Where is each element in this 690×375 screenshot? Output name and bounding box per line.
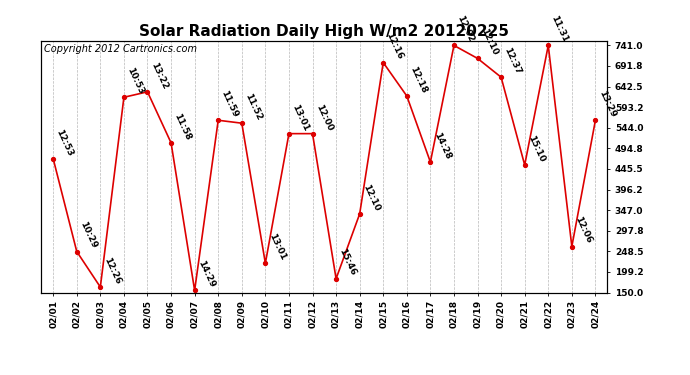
- Text: 14:29: 14:29: [196, 259, 217, 289]
- Text: 12:16: 12:16: [384, 32, 405, 61]
- Text: 15:10: 15:10: [526, 134, 546, 164]
- Text: 11:52: 11:52: [243, 92, 264, 122]
- Text: 12:10: 12:10: [361, 183, 382, 213]
- Text: 12:53: 12:53: [55, 128, 75, 158]
- Text: 12:06: 12:06: [573, 216, 593, 245]
- Text: 13:01: 13:01: [267, 232, 287, 262]
- Text: 11:59: 11:59: [219, 89, 240, 119]
- Text: 12:10: 12:10: [479, 27, 499, 57]
- Title: Solar Radiation Daily High W/m2 20120225: Solar Radiation Daily High W/m2 20120225: [139, 24, 509, 39]
- Text: 10:53: 10:53: [126, 66, 146, 96]
- Text: 10:29: 10:29: [78, 220, 99, 250]
- Text: 12:00: 12:00: [314, 103, 334, 132]
- Text: 12:26: 12:26: [101, 256, 122, 286]
- Text: 11:58: 11:58: [172, 112, 193, 141]
- Text: 13:29: 13:29: [597, 89, 617, 119]
- Text: Copyright 2012 Cartronics.com: Copyright 2012 Cartronics.com: [44, 44, 197, 54]
- Text: 13:01: 13:01: [290, 103, 310, 132]
- Text: 12:18: 12:18: [408, 65, 428, 94]
- Text: 11:31: 11:31: [550, 14, 570, 44]
- Text: 12:37: 12:37: [502, 46, 523, 76]
- Text: 13:22: 13:22: [149, 61, 169, 90]
- Text: 15:46: 15:46: [337, 248, 358, 278]
- Text: 14:28: 14:28: [432, 131, 452, 160]
- Text: 12:02: 12:02: [455, 14, 475, 44]
